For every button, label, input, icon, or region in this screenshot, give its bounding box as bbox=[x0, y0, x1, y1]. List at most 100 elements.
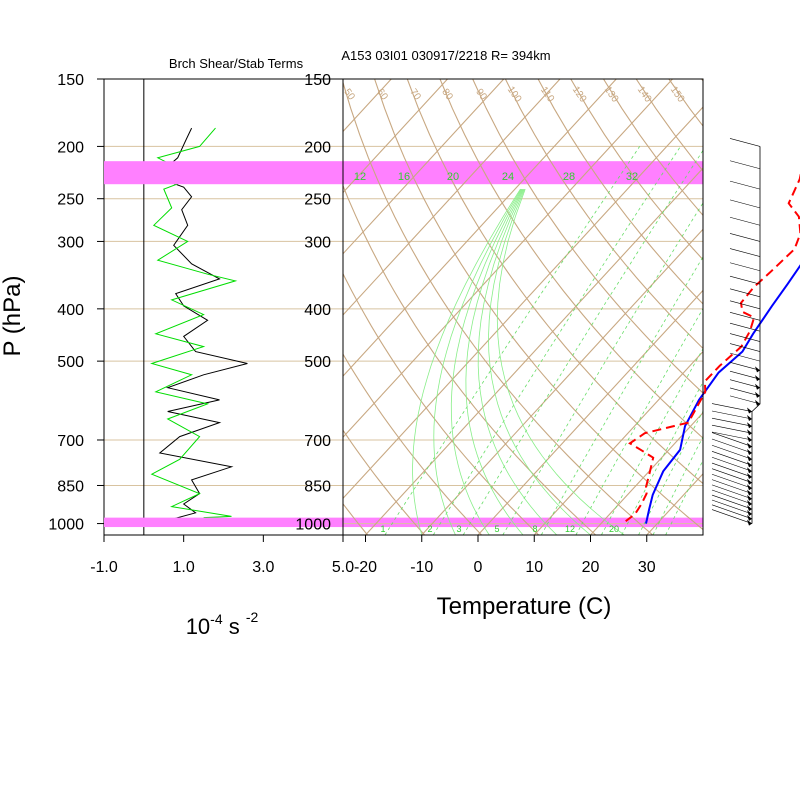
temperature-tick-label: 20 bbox=[582, 559, 600, 576]
wind-barb bbox=[730, 323, 760, 331]
dry-adiabat-line bbox=[473, 79, 800, 535]
wind-barb bbox=[730, 380, 760, 388]
dry-adiabat-label: 70 bbox=[407, 87, 423, 103]
right-pressure-tick-label: 300 bbox=[304, 234, 331, 251]
y-axis-label: P (hPa) bbox=[0, 276, 26, 357]
left-pressure-tick-label: 700 bbox=[57, 433, 84, 450]
wind-barb bbox=[730, 276, 760, 284]
wind-barb-flag bbox=[747, 495, 752, 501]
isotherm-line bbox=[28, 79, 448, 535]
right-pressure-tick-label: 400 bbox=[304, 302, 331, 319]
wind-barb bbox=[712, 404, 752, 412]
wind-barb bbox=[730, 181, 760, 189]
wind-barb bbox=[712, 425, 752, 433]
isotherm-line bbox=[0, 79, 223, 535]
mixing-ratio-line bbox=[666, 146, 800, 535]
mixing-ratio-label: 24 bbox=[502, 171, 514, 183]
left-pressure-tick-label: 150 bbox=[57, 72, 84, 89]
mixing-ratio-bottom-label: 5 bbox=[494, 524, 499, 534]
mixing-ratio-label: 32 bbox=[626, 171, 638, 183]
wind-barb-flag bbox=[747, 449, 752, 455]
wind-barb bbox=[730, 200, 760, 208]
isotherm-line bbox=[84, 79, 504, 535]
wind-barb-flag bbox=[747, 479, 752, 485]
wind-barb bbox=[712, 474, 752, 488]
wind-barb bbox=[730, 161, 760, 169]
wind-barb-flag bbox=[747, 490, 752, 496]
wind-barb bbox=[712, 445, 752, 459]
wind-barb bbox=[712, 433, 752, 447]
dry-adiabat-label: 120 bbox=[570, 85, 589, 105]
temperature-tick-label: 10 bbox=[525, 559, 543, 576]
isotherm-line bbox=[0, 79, 279, 535]
dry-adiabat-line bbox=[571, 79, 800, 535]
mixing-ratio-label: 12 bbox=[354, 171, 366, 183]
right-pressure-tick-label: 850 bbox=[304, 478, 331, 495]
wind-barb-flag bbox=[747, 473, 752, 479]
isotherm-line bbox=[703, 79, 800, 535]
mixing-ratio-line bbox=[622, 146, 800, 535]
dry-adiabat-label: 150 bbox=[668, 85, 687, 105]
wind-barb bbox=[730, 353, 760, 361]
dry-adiabat-line bbox=[669, 79, 800, 535]
wind-barb bbox=[730, 301, 760, 309]
mixing-ratio-label: 20 bbox=[447, 171, 459, 183]
right-pressure-tick-label: 250 bbox=[304, 192, 331, 209]
mixing-ratio-label: 28 bbox=[563, 171, 575, 183]
right-pressure-tick-label: 1000 bbox=[295, 517, 331, 534]
wind-barb bbox=[730, 289, 760, 297]
temperature-tick-label: 30 bbox=[638, 559, 656, 576]
dry-adiabat-line bbox=[178, 79, 367, 535]
isotherm-line bbox=[591, 79, 800, 535]
dry-adiabat-line bbox=[734, 79, 800, 535]
wind-barb-flag bbox=[747, 500, 752, 506]
dewpoint-profile-line bbox=[626, 146, 800, 521]
isotherm-line bbox=[759, 79, 800, 535]
wind-barb bbox=[730, 263, 760, 271]
left-x-tick-label: 3.0 bbox=[252, 559, 274, 576]
wind-barb bbox=[712, 439, 752, 453]
dry-adiabat-label: 100 bbox=[505, 85, 524, 105]
temperature-tick-label: -10 bbox=[410, 559, 433, 576]
temperature-axis-label: Temperature (C) bbox=[437, 593, 612, 620]
right-pressure-tick-label: 200 bbox=[304, 139, 331, 156]
units-exponent: -4 bbox=[210, 611, 223, 627]
dry-adiabat-label: 90 bbox=[473, 87, 489, 103]
wind-barb bbox=[712, 418, 752, 426]
dry-adiabat-label: 50 bbox=[341, 87, 357, 103]
wind-barb-flag bbox=[747, 443, 752, 449]
temperature-tick-label: -20 bbox=[354, 559, 377, 576]
temperature-tick-label: 0 bbox=[474, 559, 483, 576]
wind-barb-flag bbox=[747, 461, 752, 467]
mixing-ratio-label: 16 bbox=[398, 171, 410, 183]
isotherm-line bbox=[647, 79, 800, 535]
left-x-tick-label: -1.0 bbox=[90, 559, 118, 576]
mixing-ratio-line bbox=[653, 146, 800, 535]
wind-barb bbox=[712, 469, 752, 483]
wind-barb bbox=[730, 233, 760, 241]
isotherm-line bbox=[0, 79, 335, 535]
left-panel-title: Brch Shear/Stab Terms bbox=[169, 56, 304, 71]
left-pressure-tick-label: 850 bbox=[57, 478, 84, 495]
isotherm-line bbox=[197, 79, 617, 535]
wind-barb bbox=[730, 362, 760, 370]
mixing-ratio-bottom-label: 3 bbox=[456, 524, 461, 534]
wind-barb bbox=[730, 396, 760, 404]
left-pressure-tick-label: 250 bbox=[57, 192, 84, 209]
mixing-ratio-bottom-label: 8 bbox=[532, 524, 537, 534]
dry-adiabat-label: 110 bbox=[538, 85, 556, 105]
dry-adiabat-line bbox=[538, 79, 800, 535]
left-pressure-tick-label: 1000 bbox=[48, 517, 84, 534]
isotherm-line bbox=[422, 79, 800, 535]
wind-barb-flag bbox=[747, 510, 752, 516]
wind-barb-flag bbox=[747, 505, 752, 511]
wind-barb bbox=[730, 344, 760, 352]
units-seconds: s bbox=[223, 614, 246, 639]
wind-barb bbox=[712, 457, 752, 471]
wind-barb bbox=[730, 138, 760, 146]
wind-barb bbox=[730, 249, 760, 257]
left-pressure-tick-label: 400 bbox=[57, 302, 84, 319]
